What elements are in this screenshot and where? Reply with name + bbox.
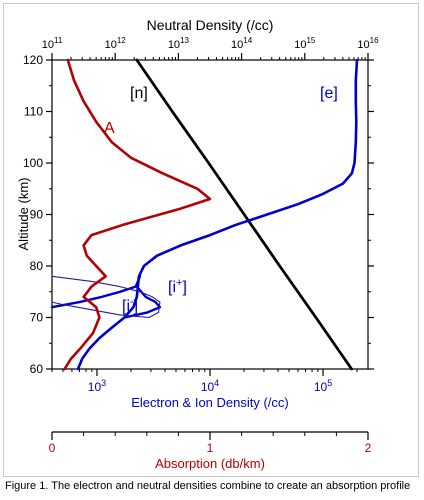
series-line-e	[76, 58, 359, 371]
series-line-i-lower	[123, 285, 162, 319]
y-tick-label: 70	[30, 311, 44, 325]
label-a: A	[104, 120, 115, 137]
y-tick-label: 90	[30, 208, 44, 222]
figure-frame	[3, 3, 419, 477]
absorption-tick-label: 0	[49, 441, 56, 455]
top-axis-title: Neutral Density (/cc)	[147, 17, 274, 33]
y-tick-label: 120	[23, 53, 43, 67]
bottom-tick-label: 103	[88, 378, 106, 394]
series-line-i	[50, 275, 142, 309]
absorption-tick-label: 1	[207, 441, 214, 455]
absorption-axis-title: Absorption (db/km)	[155, 456, 265, 471]
top-tick-label: 1011	[42, 36, 63, 51]
label-n: [n]	[130, 85, 148, 102]
absorption-tick-label: 2	[365, 441, 372, 455]
figure-caption: Figure 1. The electron and neutral densi…	[5, 480, 411, 492]
y-tick-label: 80	[30, 259, 44, 273]
label-i-plus: [i+]	[168, 277, 187, 296]
chart: Neutral Density (/cc) Electron & Ion Den…	[16, 17, 379, 471]
series-line-a	[63, 58, 212, 371]
top-tick-label: 1015	[294, 36, 316, 51]
bottom-tick-label: 105	[314, 378, 332, 394]
y-tick-label: 60	[30, 362, 44, 376]
top-tick-label: 1014	[231, 36, 253, 51]
bottom-tick-label: 104	[201, 378, 219, 394]
y-axis-title: Altitude (km)	[16, 178, 31, 251]
y-tick-label: 100	[23, 156, 43, 170]
series-labels: [n] [e] A [i+] [i-]	[104, 85, 338, 315]
top-tick-label: 1012	[105, 36, 127, 51]
label-i-minus: [i-]	[122, 296, 138, 315]
series-lines	[50, 58, 359, 371]
series-line-i	[51, 275, 161, 319]
y-tick-label: 110	[24, 105, 43, 119]
label-e: [e]	[320, 85, 338, 102]
bottom-axis-title: Electron & Ion Density (/cc)	[131, 395, 289, 410]
top-tick-label: 1013	[168, 36, 190, 51]
top-tick-label: 1016	[357, 36, 379, 51]
series-line-n	[135, 58, 354, 371]
